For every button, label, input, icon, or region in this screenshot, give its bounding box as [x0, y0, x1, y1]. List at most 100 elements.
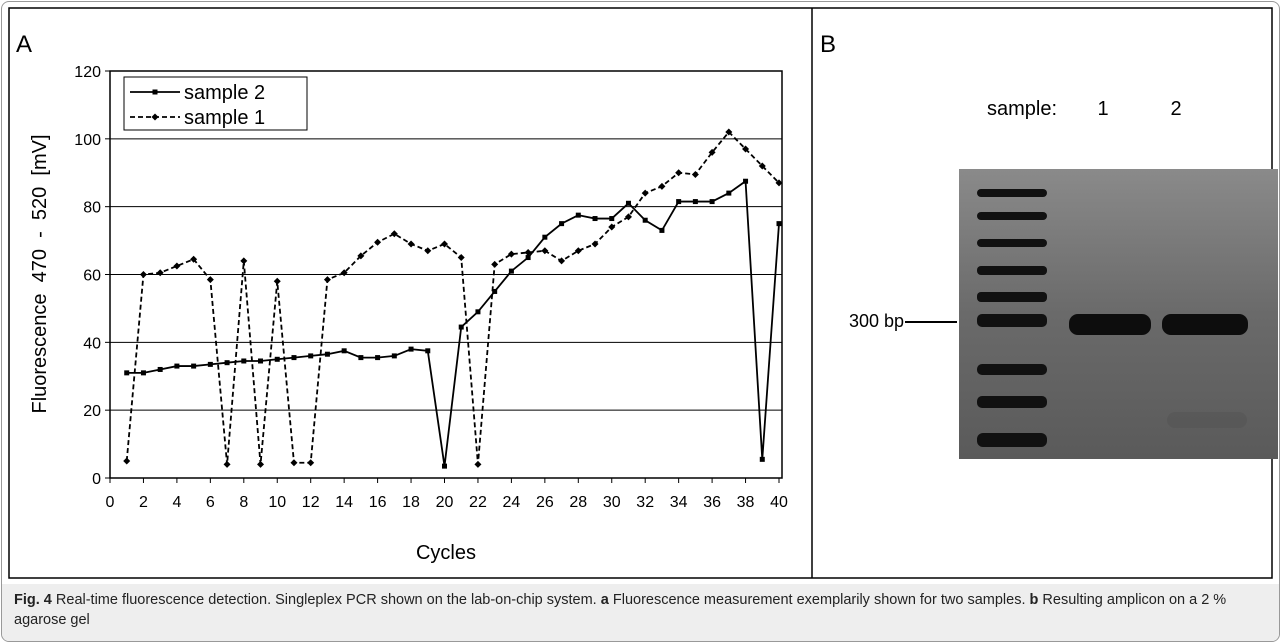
- marker: [208, 362, 213, 367]
- marker: [409, 347, 414, 352]
- caption: Fig. 4 Real-time fluorescence detection.…: [2, 584, 1279, 641]
- marker: [458, 254, 465, 261]
- marker: [743, 179, 748, 184]
- marker: [358, 355, 363, 360]
- x-tick-label: 6: [206, 494, 215, 511]
- marker: [307, 459, 314, 466]
- marker: [157, 269, 164, 276]
- legend-marker: [153, 90, 158, 95]
- marker: [642, 190, 649, 197]
- lane-label: 1: [1097, 98, 1108, 120]
- x-tick-label: 32: [636, 494, 654, 511]
- x-tick-label: 34: [670, 494, 688, 511]
- marker: [408, 240, 415, 247]
- marker: [491, 261, 498, 268]
- marker: [442, 464, 447, 469]
- x-tick-label: 26: [536, 494, 554, 511]
- marker: [593, 216, 598, 221]
- marker: [224, 461, 231, 468]
- caption-text: Real-time fluorescence detection. Single…: [56, 592, 597, 608]
- figure: A Cycles Fluorescence 470 - 520 [mV] 020…: [2, 2, 1279, 584]
- marker: [760, 457, 765, 462]
- x-tick-label: 2: [139, 494, 148, 511]
- marker: [240, 257, 247, 264]
- marker: [191, 364, 196, 369]
- marker: [609, 216, 614, 221]
- marker: [474, 461, 481, 468]
- series-line: [127, 181, 779, 466]
- lane-header: sample:: [987, 98, 1057, 120]
- series-line: [127, 132, 779, 464]
- marker: [659, 228, 664, 233]
- marker: [425, 348, 430, 353]
- marker: [274, 278, 281, 285]
- marker: [392, 353, 397, 358]
- marker: [290, 459, 297, 466]
- x-tick-label: 38: [737, 494, 755, 511]
- y-tick-label: 120: [74, 64, 101, 81]
- x-tick-label: 40: [770, 494, 788, 511]
- gel-band: [1167, 412, 1247, 428]
- marker: [241, 358, 246, 363]
- marker-label: 300 bp: [849, 311, 904, 331]
- x-tick-label: 18: [402, 494, 420, 511]
- marker: [141, 370, 146, 375]
- marker: [475, 309, 480, 314]
- marker: [374, 239, 381, 246]
- x-tick-label: 14: [335, 494, 353, 511]
- marker: [626, 201, 631, 206]
- caption-text: Fluorescence measurement exemplarily sho…: [613, 592, 1026, 608]
- legend-label: sample 1: [184, 107, 265, 129]
- marker: [207, 276, 214, 283]
- marker: [140, 271, 147, 278]
- marker: [342, 348, 347, 353]
- marker: [676, 199, 681, 204]
- x-tick-label: 8: [239, 494, 248, 511]
- y-tick-label: 0: [92, 471, 101, 488]
- gel-band: [1162, 314, 1248, 335]
- x-tick-label: 12: [302, 494, 320, 511]
- marker: [257, 461, 264, 468]
- marker: [275, 357, 280, 362]
- y-tick-label: 40: [83, 335, 101, 352]
- y-tick-label: 100: [74, 132, 101, 149]
- x-tick-label: 16: [369, 494, 387, 511]
- marker: [559, 221, 564, 226]
- marker: [258, 358, 263, 363]
- x-tick-label: 30: [603, 494, 621, 511]
- marker: [777, 221, 782, 226]
- panel-label: A: [16, 31, 32, 58]
- x-tick-label: 24: [503, 494, 521, 511]
- x-tick-label: 22: [469, 494, 487, 511]
- x-axis-label: Cycles: [416, 542, 476, 564]
- figure-frame: A Cycles Fluorescence 470 - 520 [mV] 020…: [1, 1, 1280, 642]
- part-label: b: [1030, 592, 1039, 608]
- marker: [643, 218, 648, 223]
- marker: [158, 367, 163, 372]
- marker: [324, 276, 331, 283]
- marker: [675, 169, 682, 176]
- gel-band: [1069, 314, 1151, 335]
- marker: [658, 183, 665, 190]
- y-tick-label: 80: [83, 200, 101, 217]
- y-tick-label: 60: [83, 268, 101, 285]
- y-axis-label: Fluorescence 470 - 520 [mV]: [29, 134, 51, 413]
- x-tick-label: 10: [268, 494, 286, 511]
- marker: [124, 370, 129, 375]
- marker: [308, 353, 313, 358]
- marker: [693, 199, 698, 204]
- x-tick-label: 0: [106, 494, 115, 511]
- marker: [542, 235, 547, 240]
- x-tick-label: 20: [436, 494, 454, 511]
- marker: [173, 263, 180, 270]
- marker: [375, 355, 380, 360]
- marker: [291, 355, 296, 360]
- x-tick-label: 28: [569, 494, 587, 511]
- x-tick-label: 4: [172, 494, 181, 511]
- marker: [459, 325, 464, 330]
- legend-label: sample 2: [184, 82, 265, 104]
- marker: [710, 199, 715, 204]
- x-tick-label: 36: [703, 494, 721, 511]
- marker: [576, 213, 581, 218]
